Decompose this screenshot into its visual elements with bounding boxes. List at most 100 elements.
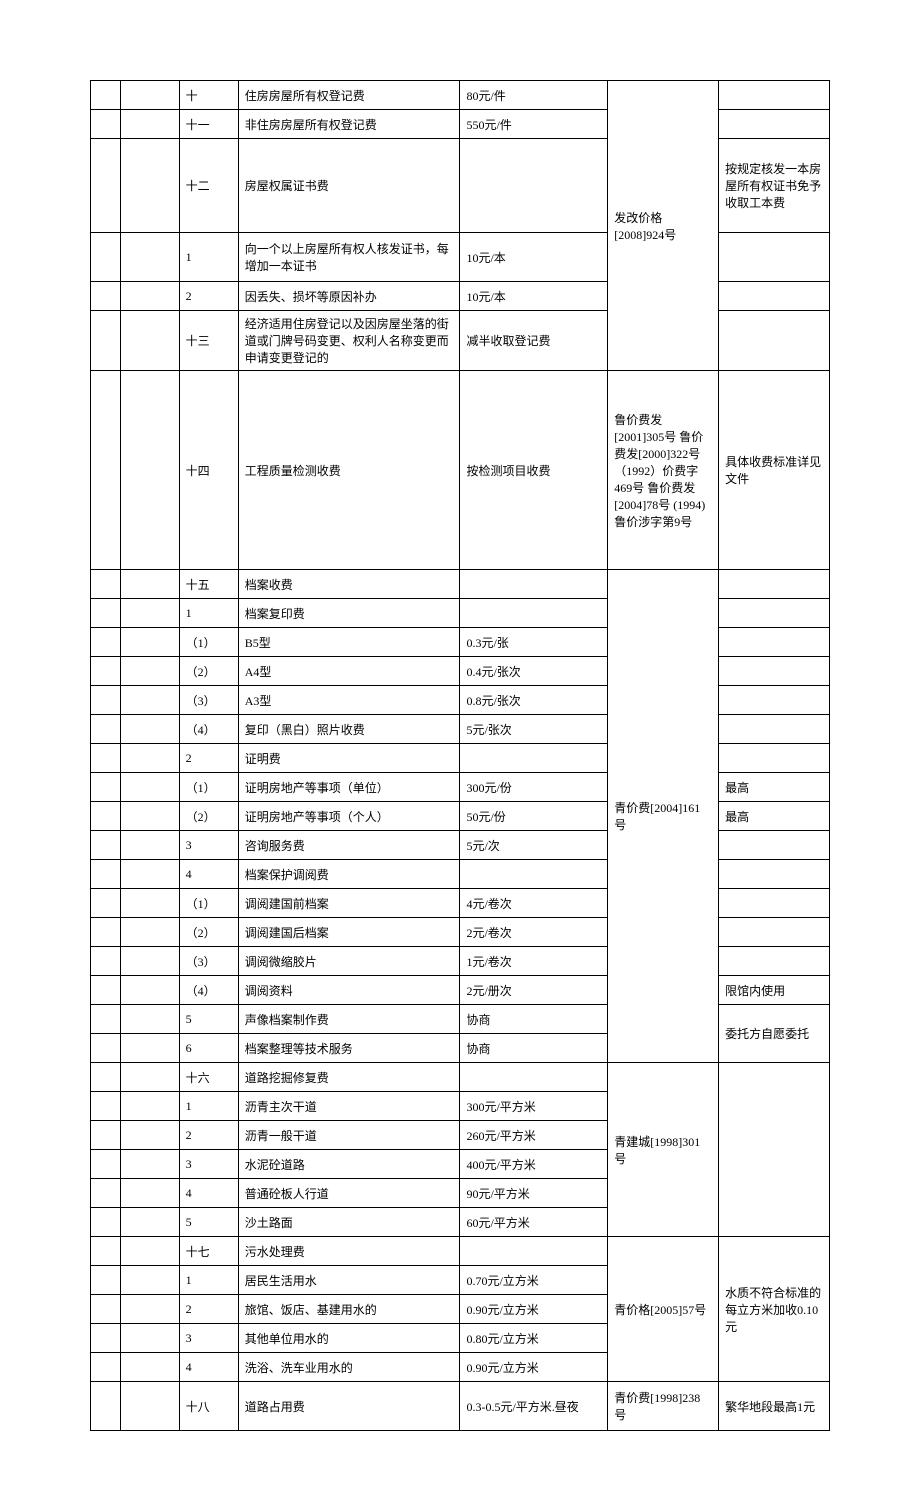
cell: [120, 311, 179, 371]
cell: 十六: [179, 1063, 238, 1092]
cell: [120, 1121, 179, 1150]
cell: 260元/平方米: [460, 1121, 608, 1150]
cell: 0.3-0.5元/平方米.昼夜: [460, 1382, 608, 1431]
cell: [719, 599, 830, 628]
table-row: 4档案保护调阅费: [91, 860, 830, 889]
cell: [120, 947, 179, 976]
table-row: 十六道路挖掘修复费青建城[1998]301号: [91, 1063, 830, 1092]
cell: 十一: [179, 110, 238, 139]
cell: [91, 773, 121, 802]
cell: [120, 1179, 179, 1208]
cell: [719, 570, 830, 599]
cell: 住房房屋所有权登记费: [238, 81, 460, 110]
cell: [91, 1208, 121, 1237]
cell: 最高: [719, 802, 830, 831]
cell: [120, 1005, 179, 1034]
cell: 十: [179, 81, 238, 110]
cell: [120, 570, 179, 599]
cell: 60元/平方米: [460, 1208, 608, 1237]
table-row: 十三 经济适用住房登记以及因房屋坐落的街道或门牌号码变更、权利人名称变更而申请变…: [91, 311, 830, 371]
cell: [719, 889, 830, 918]
cell: 沙土路面: [238, 1208, 460, 1237]
cell: [91, 686, 121, 715]
cell: [120, 110, 179, 139]
cell: [120, 233, 179, 282]
cell: [91, 110, 121, 139]
cell: 减半收取登记费: [460, 311, 608, 371]
cell: 旅馆、饭店、基建用水的: [238, 1295, 460, 1324]
cell: 声像档案制作费: [238, 1005, 460, 1034]
table-row: 1档案复印费: [91, 599, 830, 628]
table-row: （1）证明房地产等事项（单位）300元/份最高: [91, 773, 830, 802]
cell: 道路占用费: [238, 1382, 460, 1431]
cell: 0.4元/张次: [460, 657, 608, 686]
cell: 发改价格[2008]924号: [608, 81, 719, 371]
cell: [460, 1237, 608, 1266]
cell: 6: [179, 1034, 238, 1063]
cell: [91, 628, 121, 657]
cell: [460, 1063, 608, 1092]
cell: 青建城[1998]301号: [608, 1063, 719, 1237]
cell: 5: [179, 1005, 238, 1034]
cell: 工程质量检测收费: [238, 371, 460, 570]
cell: 沥青主次干道: [238, 1092, 460, 1121]
cell: [91, 976, 121, 1005]
cell: 按规定核发一本房屋所有权证书免予收取工本费: [719, 139, 830, 233]
cell: [91, 1034, 121, 1063]
cell: 0.90元/立方米: [460, 1295, 608, 1324]
cell: 按检测项目收费: [460, 371, 608, 570]
cell: 沥青一般干道: [238, 1121, 460, 1150]
cell: （3）: [179, 947, 238, 976]
cell: [120, 1237, 179, 1266]
cell: 证明费: [238, 744, 460, 773]
cell: [719, 233, 830, 282]
cell: 道路挖掘修复费: [238, 1063, 460, 1092]
cell: 非住房房屋所有权登记费: [238, 110, 460, 139]
cell: [120, 889, 179, 918]
cell: [91, 311, 121, 371]
cell: [120, 1208, 179, 1237]
cell: 普通砼板人行道: [238, 1179, 460, 1208]
cell: [120, 686, 179, 715]
cell: [91, 1121, 121, 1150]
cell: [460, 860, 608, 889]
cell: 2: [179, 1295, 238, 1324]
cell: [91, 802, 121, 831]
cell: 5: [179, 1208, 238, 1237]
table-row: 十四 工程质量检测收费 按检测项目收费 鲁价费发[2001]305号 鲁价费发[…: [91, 371, 830, 570]
cell: [719, 715, 830, 744]
cell: （4）: [179, 976, 238, 1005]
cell: 300元/份: [460, 773, 608, 802]
cell: [91, 139, 121, 233]
cell: [120, 371, 179, 570]
table-row: 十一 非住房房屋所有权登记费 550元/件: [91, 110, 830, 139]
cell: [91, 1150, 121, 1179]
cell: [120, 1150, 179, 1179]
cell: [91, 371, 121, 570]
cell: [91, 1092, 121, 1121]
cell: [91, 1063, 121, 1092]
cell: [719, 947, 830, 976]
cell: [719, 860, 830, 889]
cell: [91, 1179, 121, 1208]
cell: 十三: [179, 311, 238, 371]
table-row: 十 住房房屋所有权登记费 80元/件 发改价格[2008]924号: [91, 81, 830, 110]
cell: [460, 139, 608, 233]
cell: （2）: [179, 918, 238, 947]
cell: 2: [179, 1121, 238, 1150]
cell: 十五: [179, 570, 238, 599]
cell: 300元/平方米: [460, 1092, 608, 1121]
cell: 因丢失、损坏等原因补办: [238, 282, 460, 311]
cell: [120, 918, 179, 947]
cell: [719, 110, 830, 139]
cell: 调阅建国前档案: [238, 889, 460, 918]
table-row: （4）复印（黑白）照片收费5元/张次: [91, 715, 830, 744]
cell: 居民生活用水: [238, 1266, 460, 1295]
cell: 0.3元/张: [460, 628, 608, 657]
cell: 2: [179, 744, 238, 773]
cell: 档案收费: [238, 570, 460, 599]
table-row: 2 因丢失、损坏等原因补办 10元/本: [91, 282, 830, 311]
cell: （3）: [179, 686, 238, 715]
cell: 5元/次: [460, 831, 608, 860]
cell: [91, 860, 121, 889]
